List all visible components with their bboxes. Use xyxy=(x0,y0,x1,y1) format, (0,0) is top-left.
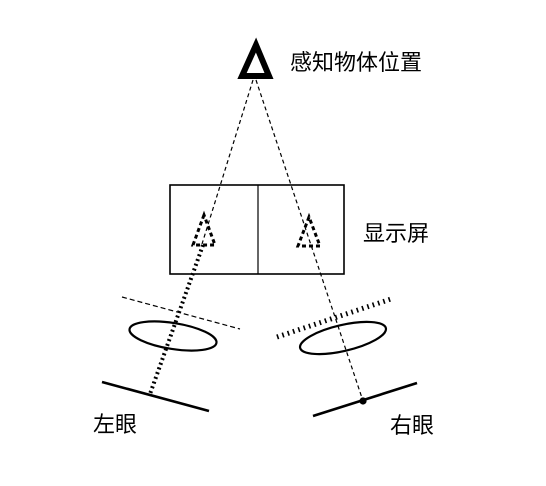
right-eye-focus-dot xyxy=(359,397,367,405)
right-screen-triangle xyxy=(295,212,323,248)
left-sight-line xyxy=(201,79,254,245)
perceived-object-label: 感知物体位置 xyxy=(290,51,422,76)
left-eye-line xyxy=(101,380,210,413)
right-lens-plane xyxy=(276,296,392,340)
display-screen-frame xyxy=(169,184,345,275)
perceived-object-triangle xyxy=(237,37,274,79)
display-screen-label: 显示屏 xyxy=(363,222,429,247)
right-sight-line xyxy=(255,79,364,402)
left-lens-plane xyxy=(121,296,241,330)
right-lens xyxy=(298,320,388,356)
left-screen-triangle xyxy=(190,210,218,247)
left-lens xyxy=(128,320,218,352)
right-eye-label: 右眼 xyxy=(390,414,434,439)
left-optical-axis xyxy=(148,244,205,395)
left-eye-label: 左眼 xyxy=(93,413,137,438)
